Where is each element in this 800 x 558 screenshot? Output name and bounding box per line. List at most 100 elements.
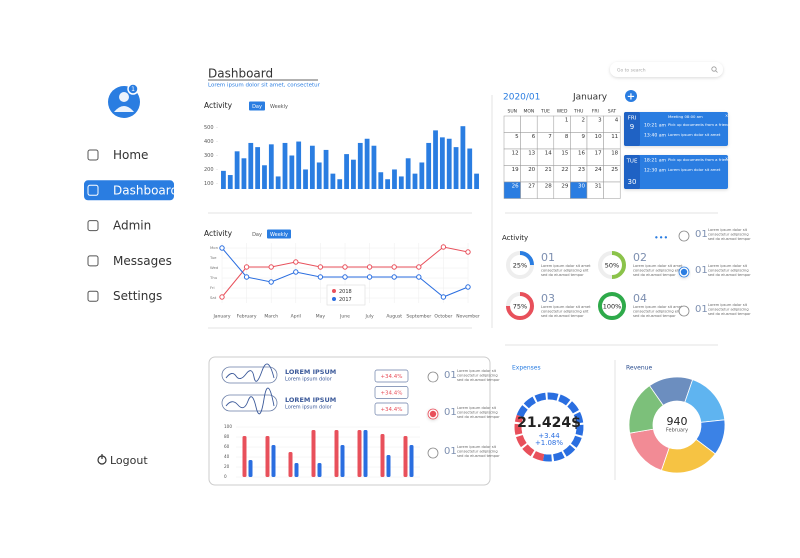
item-text: Lorem ipsum dolor sit amet	[633, 264, 683, 268]
calendar-date: 30	[578, 184, 585, 190]
avatar-body	[114, 106, 134, 112]
calendar-date: 16	[578, 151, 585, 157]
legend-swatch	[332, 289, 336, 293]
point	[219, 294, 225, 300]
search-icon	[711, 66, 717, 72]
ring-arc	[598, 292, 626, 320]
tab[interactable]: Weekly	[270, 104, 288, 110]
donut-sub: +3.44	[538, 432, 560, 440]
radio[interactable]	[678, 230, 690, 242]
y-tick-label: 400	[204, 139, 214, 145]
item-text: Lorem ipsum dolor sit amet	[541, 305, 591, 309]
nav-item[interactable]: Admin	[113, 219, 151, 233]
bar	[317, 463, 322, 477]
item-number: 01	[444, 446, 457, 457]
tab[interactable]: Day	[252, 104, 262, 110]
tab-active	[267, 229, 291, 239]
item-number: 01	[695, 229, 708, 240]
donut-sub: February	[666, 428, 688, 434]
bar	[289, 155, 295, 189]
menu[interactable]: •••	[654, 234, 668, 243]
x-tick-label: August	[386, 314, 402, 320]
nav-icon	[87, 149, 99, 161]
y-tick-label: 80	[224, 434, 230, 439]
search-icon-handle	[715, 70, 718, 73]
calendar-date: 29	[561, 184, 568, 190]
y-tick-label: 60	[224, 444, 230, 449]
calendar-date: 11	[611, 134, 618, 140]
bar	[337, 179, 343, 189]
bar	[398, 176, 404, 189]
ring-label: 25%	[513, 262, 527, 270]
item-text: consectetur adipiscing	[457, 450, 498, 454]
search-placeholder: Go to search	[617, 68, 646, 74]
item-text: sed do eiusmod tempor	[708, 273, 751, 277]
tab[interactable]: Day	[252, 232, 262, 238]
radio[interactable]	[427, 447, 439, 459]
change-value: +34.4%	[380, 390, 402, 396]
badge-count: 1	[131, 86, 135, 93]
row-subtitle: Lorem ipsum dolor	[285, 405, 333, 411]
event-card[interactable]	[624, 112, 728, 146]
logout[interactable]: Logout	[110, 454, 148, 467]
bar	[357, 430, 362, 477]
nav-item[interactable]: Dashboard	[113, 183, 178, 197]
calendar-date: 5	[515, 134, 519, 140]
bar	[467, 148, 473, 189]
item-text: sed do eiusmod tempor	[541, 273, 584, 277]
item-text: Lorem ipsum dolor sit	[708, 303, 748, 307]
ring-arc	[506, 292, 534, 320]
search-box[interactable]	[610, 62, 723, 77]
change-value: +34.4%	[380, 407, 402, 413]
bar	[241, 158, 247, 189]
bar	[234, 151, 240, 189]
donut-segment	[514, 414, 545, 461]
nav-item[interactable]: Settings	[113, 289, 162, 303]
change-badge	[374, 386, 409, 399]
nav-item[interactable]: Home	[113, 148, 148, 162]
legend-label: 2018	[339, 289, 352, 295]
event-time: 18:21 am	[644, 158, 667, 164]
bar	[460, 126, 466, 189]
weekday: WED	[557, 109, 568, 115]
ring-label: 50%	[605, 262, 619, 270]
bar	[446, 138, 452, 189]
item-number: 01	[695, 265, 708, 276]
bar	[363, 430, 368, 477]
add-button[interactable]	[625, 90, 637, 102]
point	[440, 244, 447, 250]
event-card[interactable]	[624, 155, 728, 189]
tab[interactable]: Weekly	[270, 232, 288, 238]
point	[293, 269, 299, 275]
calendar-date: 25	[611, 167, 618, 173]
calendar-date: 6	[532, 134, 536, 140]
item-text: Lorem ipsum dolor sit amet	[633, 305, 683, 309]
item-number: 03	[541, 292, 555, 305]
bar	[311, 430, 316, 477]
nav-item[interactable]: Messages	[113, 254, 172, 268]
chart-title: Activity	[204, 101, 233, 110]
calendar-date: 8	[565, 134, 569, 140]
bar	[334, 430, 339, 477]
y-tick-label: 40	[224, 454, 230, 459]
bar	[433, 130, 438, 189]
event-text: Lorem ipsum dolor sit amet	[668, 167, 721, 172]
bar	[296, 141, 302, 189]
event-close[interactable]: ×	[725, 113, 728, 118]
point	[465, 249, 471, 255]
bar	[330, 173, 336, 189]
y-tick-label: Fri	[210, 285, 215, 290]
nav-icon	[87, 220, 99, 232]
calendar-date: 19	[512, 167, 519, 173]
item-text: Lorem ipsum dolor sit	[708, 228, 748, 232]
radio[interactable]	[427, 371, 439, 383]
y-tick-label: 500	[204, 125, 214, 131]
radio[interactable]	[678, 305, 690, 317]
sparkline	[225, 363, 275, 382]
item-text: consectetur adipiscing	[708, 269, 749, 273]
event-close[interactable]: ×	[725, 156, 728, 161]
sparkline-box	[221, 366, 278, 384]
item-text: consectetur adipiscing	[457, 411, 498, 415]
x-tick-label: May	[316, 314, 326, 320]
